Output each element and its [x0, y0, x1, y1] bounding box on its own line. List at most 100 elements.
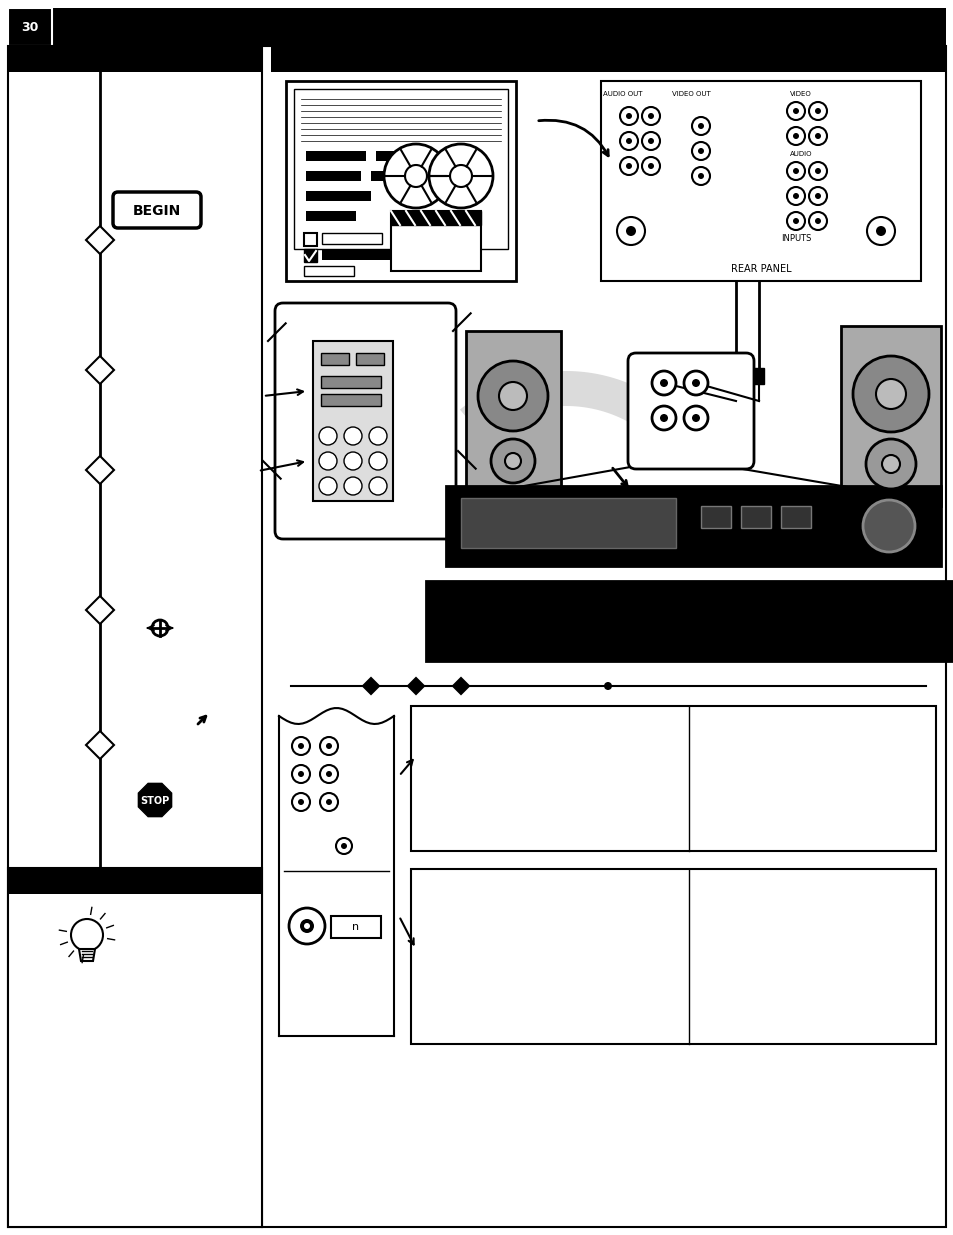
Bar: [8, 7, 945, 46]
Circle shape: [641, 132, 659, 149]
Text: AUDIO: AUDIO: [789, 151, 811, 157]
Polygon shape: [363, 678, 378, 694]
Bar: [8, 46, 262, 72]
Circle shape: [304, 923, 310, 929]
Circle shape: [808, 127, 826, 144]
Circle shape: [344, 427, 361, 445]
Bar: [331, 916, 380, 939]
Text: INPUTS: INPUTS: [780, 233, 810, 243]
Circle shape: [683, 406, 707, 430]
Circle shape: [698, 148, 703, 154]
Circle shape: [792, 107, 799, 114]
Polygon shape: [408, 678, 423, 694]
Text: VIDEO OUT: VIDEO OUT: [671, 91, 710, 98]
Text: n: n: [352, 923, 359, 932]
Circle shape: [792, 133, 799, 140]
Bar: [304, 249, 316, 262]
FancyBboxPatch shape: [112, 191, 201, 228]
Circle shape: [429, 144, 493, 207]
Circle shape: [852, 356, 928, 432]
Bar: [355, 353, 384, 366]
Text: STOP: STOP: [140, 797, 170, 806]
Circle shape: [808, 162, 826, 180]
Bar: [8, 868, 262, 1228]
Bar: [306, 170, 360, 182]
Circle shape: [882, 454, 899, 473]
Circle shape: [297, 771, 304, 777]
Bar: [271, 46, 945, 72]
Circle shape: [786, 186, 804, 205]
Circle shape: [504, 453, 520, 469]
Bar: [411, 706, 935, 851]
Circle shape: [369, 477, 387, 495]
Circle shape: [659, 379, 667, 387]
Circle shape: [786, 212, 804, 230]
Text: AUDIO OUT: AUDIO OUT: [602, 91, 642, 98]
Bar: [8, 7, 52, 46]
FancyBboxPatch shape: [627, 353, 753, 469]
Circle shape: [625, 112, 631, 119]
Polygon shape: [86, 456, 113, 484]
Circle shape: [865, 438, 915, 489]
Circle shape: [691, 117, 709, 135]
Polygon shape: [79, 948, 95, 961]
Circle shape: [297, 743, 304, 748]
Circle shape: [786, 127, 804, 144]
Polygon shape: [459, 370, 671, 436]
Circle shape: [647, 138, 654, 144]
Circle shape: [651, 406, 676, 430]
Bar: [371, 170, 416, 182]
Circle shape: [477, 361, 547, 431]
Circle shape: [792, 219, 799, 224]
Circle shape: [625, 163, 631, 169]
Circle shape: [318, 427, 336, 445]
Text: 30: 30: [21, 21, 39, 33]
Circle shape: [786, 162, 804, 180]
Bar: [375, 151, 426, 161]
Bar: [700, 506, 730, 529]
Circle shape: [319, 737, 337, 755]
Circle shape: [619, 132, 638, 149]
Circle shape: [698, 124, 703, 128]
Circle shape: [319, 793, 337, 811]
Circle shape: [698, 173, 703, 179]
Circle shape: [814, 193, 821, 199]
Circle shape: [384, 144, 448, 207]
Bar: [740, 506, 770, 529]
Bar: [391, 211, 480, 225]
Circle shape: [691, 379, 700, 387]
Bar: [306, 151, 366, 161]
Polygon shape: [138, 783, 172, 816]
Text: REAR PANEL: REAR PANEL: [730, 264, 790, 274]
Bar: [465, 331, 560, 501]
Circle shape: [326, 743, 332, 748]
Circle shape: [603, 682, 612, 690]
Bar: [286, 82, 516, 282]
Circle shape: [498, 382, 526, 410]
Bar: [322, 249, 392, 261]
Bar: [446, 487, 940, 566]
Circle shape: [659, 414, 667, 422]
Polygon shape: [86, 597, 113, 624]
Circle shape: [875, 226, 885, 236]
Circle shape: [862, 500, 914, 552]
Circle shape: [647, 163, 654, 169]
Circle shape: [625, 226, 636, 236]
Circle shape: [326, 771, 332, 777]
Circle shape: [647, 112, 654, 119]
Circle shape: [292, 737, 310, 755]
Bar: [306, 191, 371, 201]
Bar: [411, 869, 935, 1044]
Polygon shape: [86, 731, 113, 760]
Circle shape: [405, 165, 427, 186]
Circle shape: [814, 133, 821, 140]
Circle shape: [651, 370, 676, 395]
Circle shape: [369, 452, 387, 471]
Circle shape: [875, 379, 905, 409]
Circle shape: [617, 217, 644, 245]
Circle shape: [792, 193, 799, 199]
Circle shape: [369, 427, 387, 445]
Polygon shape: [86, 356, 113, 384]
Polygon shape: [86, 226, 113, 254]
Circle shape: [292, 764, 310, 783]
